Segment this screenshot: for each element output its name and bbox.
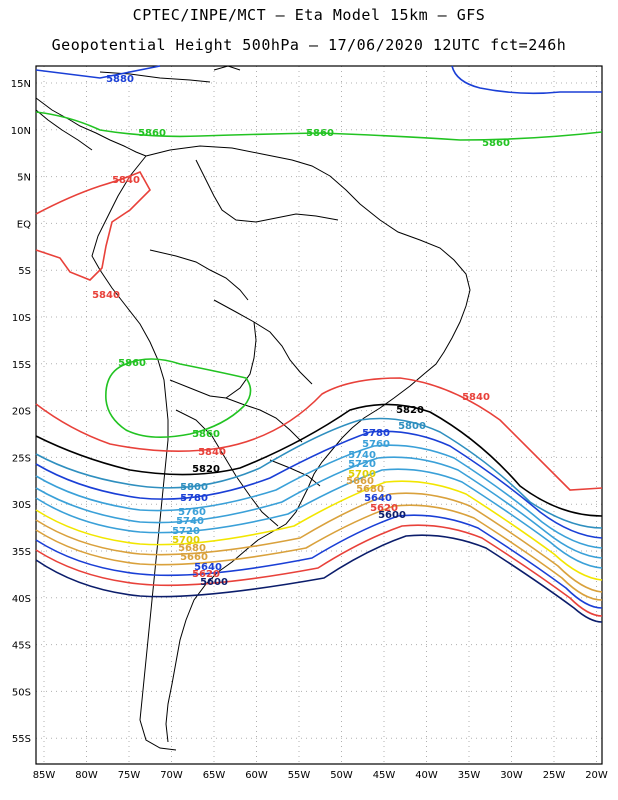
lat-label: 5N (17, 173, 31, 184)
lon-label: 35W (458, 770, 481, 781)
contour-5640 (35, 514, 603, 609)
contour-5820 (35, 403, 603, 517)
lat-label: 20S (12, 407, 31, 418)
contour-label-5680: 5680 (356, 484, 384, 495)
contour-label-5680: 5680 (178, 543, 206, 554)
contour-label-5780: 5780 (362, 428, 390, 439)
lat-label: 25S (12, 453, 31, 464)
contour-5840-nw (35, 170, 151, 281)
lon-label: 50W (330, 770, 353, 781)
contour-5680 (35, 492, 603, 593)
contour-5600 (35, 534, 603, 623)
contour-label-5620: 5620 (370, 503, 398, 514)
contour-label-5620: 5620 (192, 569, 220, 580)
lat-label: 5S (18, 266, 31, 277)
lat-label: 15S (12, 360, 31, 371)
lat-label: 55S (12, 734, 31, 745)
contour-5720 (35, 468, 603, 569)
grid-lines (36, 66, 602, 764)
contour-label-5600: 5600 (378, 510, 406, 521)
map-subtitle: Geopotential Height 500hPa – 17/06/2020 … (51, 36, 567, 54)
lon-label: 60W (245, 770, 268, 781)
contour-label-5700: 5700 (172, 535, 200, 546)
contour-label-5820: 5820 (192, 464, 220, 475)
contour-5800 (35, 417, 603, 529)
contour-label-5760: 5760 (178, 507, 206, 518)
contour-lines (35, 65, 603, 623)
contour-label-5840: 5840 (112, 175, 140, 186)
contour-5840-south (35, 377, 603, 491)
contour-label-5860: 5860 (192, 429, 220, 440)
contour-label-5600: 5600 (200, 577, 228, 588)
lat-label: 30S (12, 500, 31, 511)
contour-5760 (35, 444, 603, 549)
contour-5880-ne (451, 65, 602, 95)
lat-label: 15N (11, 79, 31, 90)
contour-label-5700: 5700 (348, 469, 376, 480)
contour-label-5860: 5860 (118, 358, 146, 369)
contour-label-5640: 5640 (364, 493, 392, 504)
lon-label: 55W (288, 770, 311, 781)
contour-label-5660: 5660 (346, 476, 374, 487)
lat-label: 35S (12, 547, 31, 558)
latitude-labels: 15N 10N 5N EQ 5S 10S 15S 20S 25S 30S 35S 40S 45S 50S 5… (11, 79, 31, 745)
contour-label-5860: 5860 (306, 128, 334, 139)
contour-label-5820: 5820 (396, 405, 424, 416)
lon-label: 85W (33, 770, 56, 781)
contour-label-5760: 5760 (362, 439, 390, 450)
contour-label-5740: 5740 (176, 516, 204, 527)
contour-5780 (35, 430, 603, 539)
lon-label: 40W (415, 770, 438, 781)
contour-label-5640: 5640 (194, 562, 222, 573)
lat-label: 10N (11, 126, 31, 137)
lon-label: 45W (373, 770, 396, 781)
contour-label-5660: 5660 (180, 552, 208, 563)
lat-label: 40S (12, 594, 31, 605)
contour-label-5860: 5860 (482, 138, 510, 149)
contour-label-5840: 5840 (198, 447, 226, 458)
contour-labels: 5880 5860 5860 5860 5840 5840 5860 5860 5840 5840… (92, 74, 510, 588)
map-frame (35, 65, 603, 765)
lon-label: 65W (203, 770, 226, 781)
contour-label-5780: 5780 (180, 493, 208, 504)
contour-label-5720: 5720 (348, 459, 376, 470)
contour-label-5800: 5800 (398, 421, 426, 432)
longitude-labels: 85W 80W 75W 70W 65W 60W 55W 50W 45W 40W 35W 30W 25W 2… (33, 770, 608, 781)
contour-5740 (35, 456, 603, 559)
contour-5660 (35, 504, 603, 601)
map-title: CPTEC/INPE/MCT – Eta Model 15km – GFS (132, 6, 486, 24)
contour-label-5740: 5740 (348, 450, 376, 461)
lat-label: EQ (17, 219, 31, 230)
lat-label: 50S (12, 687, 31, 698)
lon-label: 25W (543, 770, 566, 781)
lon-label: 80W (75, 770, 98, 781)
contour-label-5840: 5840 (92, 290, 120, 301)
contour-label-5720: 5720 (172, 526, 200, 537)
contour-label-5840: 5840 (462, 392, 490, 403)
contour-5860-bolivia (105, 358, 252, 438)
lon-label: 30W (500, 770, 523, 781)
lat-label: 10S (12, 313, 31, 324)
lon-label: 20W (585, 770, 608, 781)
contour-label-5860: 5860 (138, 128, 166, 139)
contour-5620 (35, 524, 603, 617)
contour-5700 (35, 480, 603, 581)
contour-label-5880: 5880 (106, 74, 134, 85)
lat-label: 45S (12, 641, 31, 652)
contour-label-5800: 5800 (180, 482, 208, 493)
contour-5880-north (35, 65, 161, 79)
lon-label: 70W (160, 770, 183, 781)
contour-5860-north (35, 111, 603, 141)
lon-label: 75W (118, 770, 141, 781)
